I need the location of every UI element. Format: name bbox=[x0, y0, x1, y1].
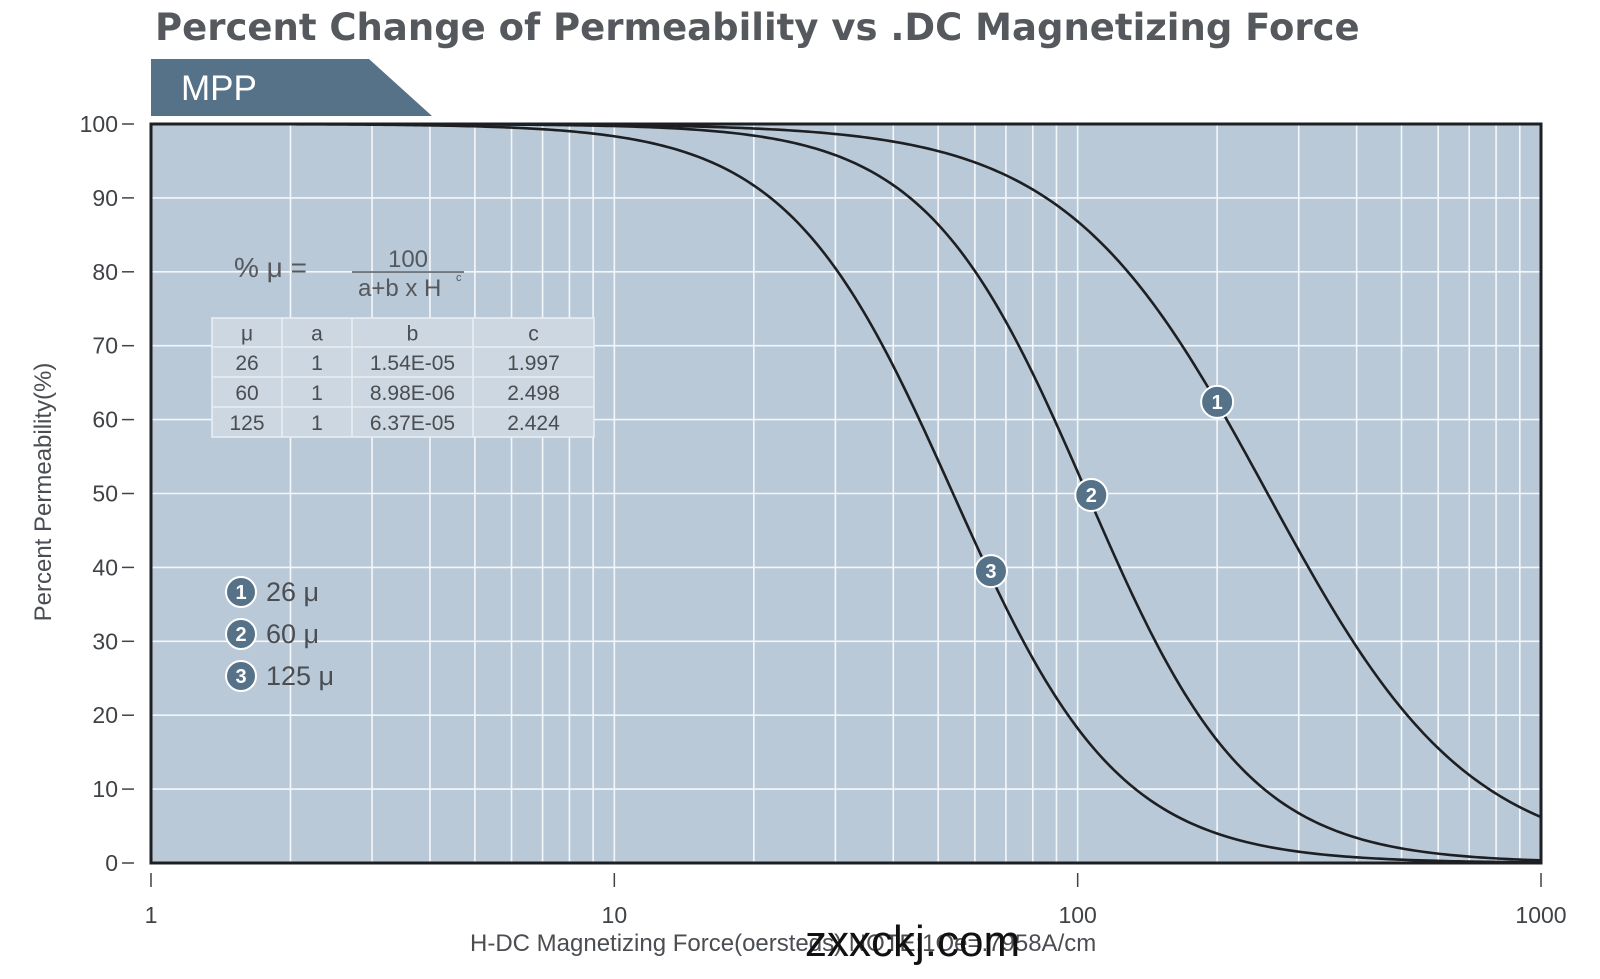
table-cell: 2.424 bbox=[507, 412, 560, 435]
curve-marker-2 bbox=[1074, 477, 1109, 512]
legend-marker-2 bbox=[225, 618, 257, 650]
y-axis-title: Percent Permeability(%) bbox=[30, 363, 57, 622]
y-tick-label: 20 bbox=[92, 702, 118, 728]
y-tick-label: 60 bbox=[92, 407, 118, 433]
x-tick-label: 1 bbox=[145, 902, 158, 928]
y-tick-label: 90 bbox=[92, 185, 118, 211]
curve-marker-1 bbox=[1200, 384, 1235, 419]
y-tick-label: 70 bbox=[92, 333, 118, 359]
curve-marker-label-3: 3 bbox=[985, 561, 996, 583]
table-header-cell: μ bbox=[241, 323, 253, 346]
curve-marker-3 bbox=[973, 554, 1008, 589]
table-cell: 26 bbox=[235, 352, 258, 375]
x-axis-title: H-DC Magnetizing Force(oersteds) NOTE:1O… bbox=[470, 930, 1096, 957]
legend-marker-3 bbox=[225, 660, 257, 692]
table-cell: 1.54E-05 bbox=[370, 352, 455, 375]
y-tick-label: 10 bbox=[92, 776, 118, 802]
series-tab bbox=[151, 59, 432, 116]
y-tick-label: 40 bbox=[92, 554, 118, 580]
formula: % μ = 100 a+b x H c bbox=[234, 246, 464, 302]
y-tick-label: 100 bbox=[80, 111, 118, 137]
curve-marker-label-2: 2 bbox=[1086, 485, 1097, 507]
legend-marker-label-2: 2 bbox=[235, 624, 246, 646]
legend-marker-label-1: 1 bbox=[235, 582, 246, 604]
table-cell: 1 bbox=[311, 352, 323, 375]
x-tick-label: 10 bbox=[602, 902, 628, 928]
legend-marker-label-3: 3 bbox=[235, 666, 246, 688]
formula-numerator: 100 bbox=[388, 246, 428, 273]
watermark: zxxckj.com bbox=[805, 917, 1020, 966]
y-tick-label: 30 bbox=[92, 628, 118, 654]
formula-exponent: c bbox=[456, 272, 462, 284]
legend-marker-1 bbox=[225, 576, 257, 608]
table-cell: 1.997 bbox=[507, 352, 560, 375]
table-cell: 2.498 bbox=[507, 382, 560, 405]
grid bbox=[151, 124, 1541, 863]
y-tick-label: 0 bbox=[105, 850, 118, 876]
formula-lhs: % μ = bbox=[234, 252, 307, 283]
table-cell: 60 bbox=[235, 382, 258, 405]
table-header-cell: a bbox=[311, 323, 323, 346]
legend-label-2: 60 μ bbox=[266, 619, 319, 649]
table-cell: 1 bbox=[311, 382, 323, 405]
coefficient-table: μ a b c 26 1 1.54E-05 1.997 60 1 8.98E-06 2.498 125 1… bbox=[211, 317, 595, 438]
table-cell: 125 bbox=[229, 412, 264, 435]
table-cell: 1 bbox=[311, 412, 323, 435]
y-axis: 0 10 20 30 40 50 60 70 80 90 100 bbox=[80, 111, 134, 876]
plot-frame bbox=[149, 122, 1543, 865]
chart-title: Percent Change of Permeability vs .DC Ma… bbox=[155, 6, 1360, 49]
table-cell: 8.98E-06 bbox=[370, 382, 455, 405]
table-header-cell: b bbox=[407, 323, 419, 346]
table-cell: 6.37E-05 bbox=[370, 412, 455, 435]
formula-denominator: a+b x H bbox=[358, 275, 441, 302]
x-tick-label: 1000 bbox=[1515, 902, 1566, 928]
legend-label-1: 26 μ bbox=[266, 577, 319, 607]
table-header-cell: c bbox=[528, 323, 539, 346]
x-tick-label: 100 bbox=[1058, 902, 1096, 928]
series-tab-label: MPP bbox=[181, 69, 257, 108]
x-axis: 1 10 100 1000 bbox=[145, 873, 1567, 928]
curve-marker-label-1: 1 bbox=[1212, 392, 1223, 414]
y-tick-label: 50 bbox=[92, 481, 118, 507]
y-tick-label: 80 bbox=[92, 259, 118, 285]
legend-label-3: 125 μ bbox=[266, 661, 334, 691]
legend: 1 26 μ 2 60 μ 3 125 μ bbox=[225, 576, 334, 692]
